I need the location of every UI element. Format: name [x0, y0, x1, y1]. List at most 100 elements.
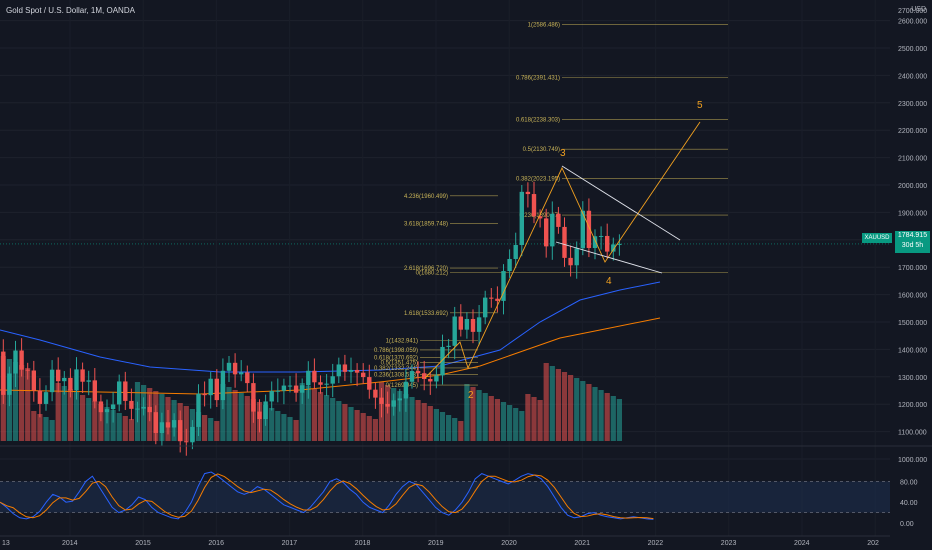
volume-bar — [616, 399, 622, 441]
fib-level-label: 0.382(2023.195) — [516, 177, 560, 183]
volume-bar — [342, 404, 348, 441]
price-tick-label: 1600.000 — [898, 293, 927, 300]
last-price: 1784.915 — [897, 232, 928, 239]
price-tick-label: 1300.000 — [898, 375, 927, 382]
volume-bar — [574, 378, 580, 441]
volume-bar — [275, 411, 281, 441]
volume-bar — [116, 413, 122, 441]
volume-bar — [610, 396, 616, 441]
volume-bar — [348, 407, 354, 441]
candle-body — [397, 398, 402, 401]
candle-body — [293, 385, 299, 393]
time-tick-label: 2020 — [501, 540, 517, 547]
volume-bar — [12, 362, 19, 441]
price-tick-label: 1500.000 — [898, 320, 927, 327]
ma-slow-line — [0, 317, 661, 395]
price-tick-label: 2700.000 — [898, 8, 927, 15]
volume-bar — [61, 386, 67, 441]
fib-level-label: 2.618(1696.720) — [404, 266, 448, 272]
volume-bar — [500, 402, 507, 441]
chart-title: Gold Spot / U.S. Dollar, 1M, OANDA — [6, 6, 135, 15]
candle-body — [74, 369, 79, 391]
volume-bar — [470, 387, 476, 441]
candle-body — [135, 408, 140, 410]
candle-body — [43, 392, 49, 404]
candle-body — [464, 318, 470, 330]
volume-bar — [37, 414, 43, 441]
volume-bar — [73, 392, 80, 441]
moving-averages — [0, 281, 661, 395]
stoch-band — [0, 481, 890, 513]
volume-bar — [281, 414, 287, 441]
candle-body — [525, 191, 531, 195]
volume-bar — [98, 404, 104, 441]
candle-body — [312, 370, 317, 383]
candle-body — [1, 351, 6, 395]
candle-body — [415, 371, 421, 374]
volume-bar — [317, 392, 324, 441]
candle-body — [263, 401, 268, 419]
candle-body — [440, 346, 445, 376]
candle-body — [141, 406, 146, 409]
price-tick-label: 1100.000 — [898, 430, 927, 437]
bar-countdown: 30d 5h — [901, 242, 924, 249]
volume-bar — [604, 393, 610, 441]
fib-level-label: 0(1680.212) — [416, 271, 448, 277]
time-axis[interactable]: 13 2014 2015 2016 2017 2018 2019 2020 2021 2022 20… — [0, 535, 890, 547]
candle-body — [409, 371, 415, 382]
candle-body — [226, 362, 232, 371]
candle-body — [123, 381, 128, 401]
volume-bar — [269, 408, 275, 441]
candle-body — [178, 420, 183, 442]
candle-body — [196, 393, 201, 427]
candle-body — [458, 316, 463, 330]
candle-body — [476, 317, 482, 332]
volume-bar — [19, 365, 25, 441]
volume-bar — [311, 389, 317, 441]
fib-level-label: 3.618(1859.748) — [404, 221, 448, 227]
fib-level-label: 0.382(1332.244) — [374, 366, 418, 372]
candle-body — [568, 257, 573, 266]
candle-body — [586, 210, 592, 249]
volume-bar — [531, 397, 537, 441]
volume-bar — [49, 420, 55, 441]
volume-bar — [580, 381, 586, 441]
volume-bar — [543, 363, 549, 441]
candle-body — [391, 400, 396, 407]
candle-body — [220, 370, 226, 401]
candle-body — [495, 298, 500, 301]
price-tick-label: 2100.000 — [898, 156, 927, 163]
candle-body — [202, 393, 207, 396]
volume-bar — [458, 421, 464, 441]
candle-body — [592, 236, 598, 249]
volume-bar — [336, 401, 342, 441]
volume-bar — [427, 406, 433, 441]
volume-bar — [525, 394, 531, 441]
volume-bar — [409, 397, 415, 441]
candle-body — [342, 364, 348, 372]
time-tick-label: 2023 — [721, 540, 737, 547]
price-tick-label: 1200.000 — [898, 402, 927, 409]
candle-body — [605, 235, 610, 252]
volume-bar — [25, 368, 31, 441]
candle-body — [428, 378, 433, 382]
candle-body — [531, 194, 537, 217]
channel-lower — [555, 241, 663, 274]
candle-body — [239, 372, 244, 375]
candle-body — [49, 369, 55, 393]
candle-body — [580, 210, 585, 249]
candlesticks — [1, 181, 622, 456]
stochastic-pane: 80.00 40.00 0.00 — [0, 445, 932, 528]
fib-level-label: 0.5(2130.749) — [523, 147, 560, 153]
candle-body — [446, 345, 451, 347]
price-tick-label: 1700.000 — [898, 265, 927, 272]
volume-bar — [128, 419, 134, 441]
price-tick-label: 1400.000 — [898, 347, 927, 354]
volume-bar — [80, 395, 86, 441]
candle-body — [281, 385, 287, 391]
candle-body — [208, 378, 213, 396]
symbol-badge[interactable]: XAUUSD — [862, 233, 892, 243]
volume-bar — [31, 411, 37, 441]
candle-body — [275, 390, 280, 392]
